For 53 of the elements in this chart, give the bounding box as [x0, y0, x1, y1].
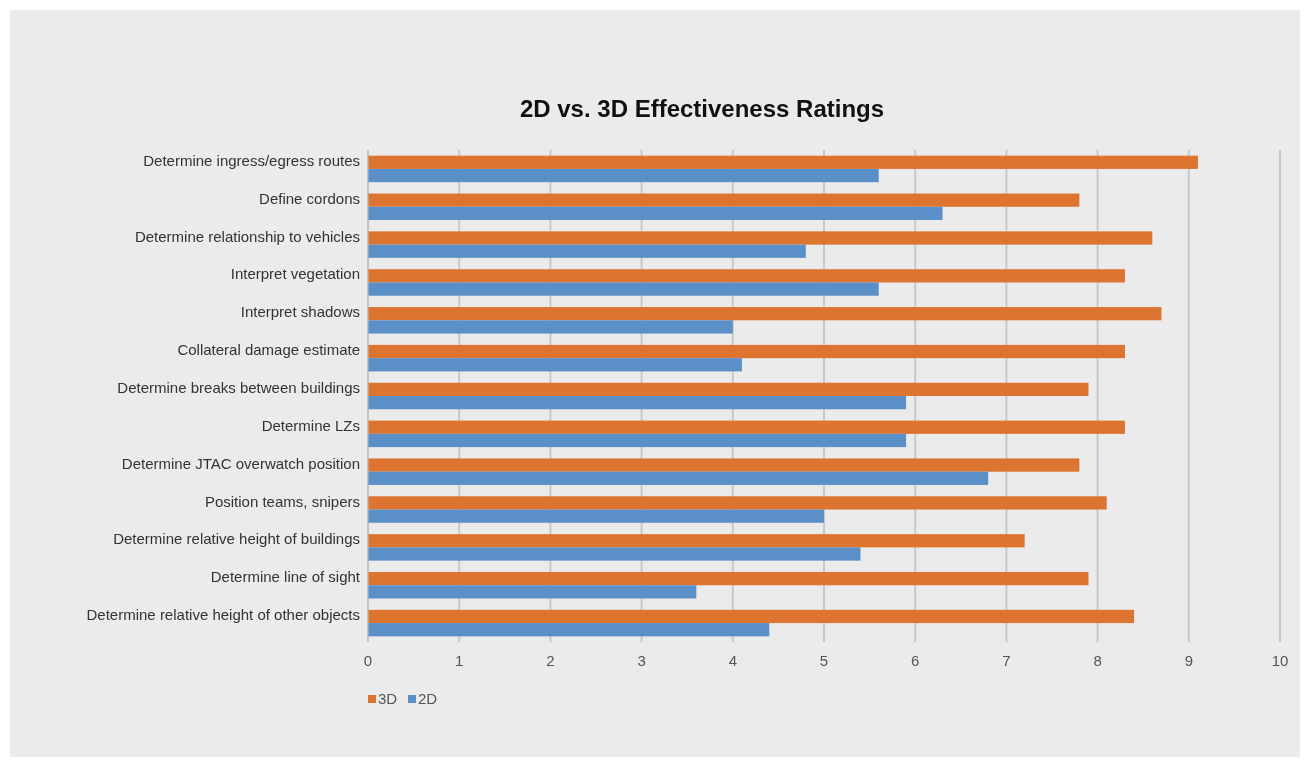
x-tick-label: 9 [1184, 652, 1193, 669]
x-tick-label: 8 [1093, 652, 1102, 669]
bar [368, 585, 697, 599]
y-tick-label: Determine ingress/egress routes [143, 151, 360, 169]
bar [368, 458, 1080, 472]
bar [368, 193, 1080, 207]
x-tick-label: 5 [819, 652, 829, 669]
bar [368, 609, 1135, 624]
y-tick-label: Collateral damage estimate [177, 341, 360, 359]
x-tick-label: 3 [637, 652, 646, 669]
bar [368, 320, 733, 334]
x-tick-label: 0 [363, 652, 373, 669]
bar [368, 496, 1107, 510]
bar [368, 231, 1153, 245]
y-tick-label: Determine relationship to vehicles [134, 227, 360, 245]
bar [368, 269, 1125, 283]
x-tick-label: 2 [546, 652, 555, 669]
legend-label: 3D [378, 690, 398, 707]
y-tick-label: Determine breaks between buildings [117, 379, 360, 396]
bar [368, 282, 879, 296]
y-tick-label: Interpret vegetation [230, 265, 360, 283]
bar [368, 382, 1089, 396]
bar [368, 571, 1089, 586]
y-tick-label: Determine relative height of buildings [113, 530, 360, 548]
y-tick-label: Interpret shadows [240, 303, 360, 321]
bar [368, 471, 989, 485]
x-tick-label: 10 [1271, 652, 1289, 669]
bar [368, 534, 1025, 548]
x-tick-label: 1 [455, 652, 464, 669]
bar [368, 433, 907, 448]
x-tick-label: 6 [911, 652, 920, 669]
bar [368, 420, 1125, 434]
y-tick-label: Determine line of sight [210, 568, 361, 586]
bar [368, 206, 943, 221]
x-tick-label: 4 [728, 652, 737, 669]
y-tick-label: Position teams, snipers [204, 492, 360, 510]
bar [368, 244, 806, 258]
bar [368, 344, 1125, 359]
bar [368, 168, 879, 183]
x-tick-label: 7 [1002, 652, 1011, 669]
y-tick-label: Determine JTAC overwatch position [121, 454, 360, 472]
y-tick-label: Determine relative height of other objects [86, 606, 360, 624]
y-tick-label: Determine LZs [261, 416, 360, 434]
chart-title: 2D vs. 3D Effectiveness Ratings [519, 95, 885, 122]
bar [368, 358, 742, 372]
bar [368, 547, 861, 561]
y-tick-label: Define cordons [259, 189, 360, 207]
bar [368, 307, 1162, 321]
bar [368, 396, 907, 410]
bar [368, 155, 1198, 169]
bar [368, 623, 770, 637]
bar [368, 509, 824, 523]
legend-label: 2D [418, 690, 438, 707]
